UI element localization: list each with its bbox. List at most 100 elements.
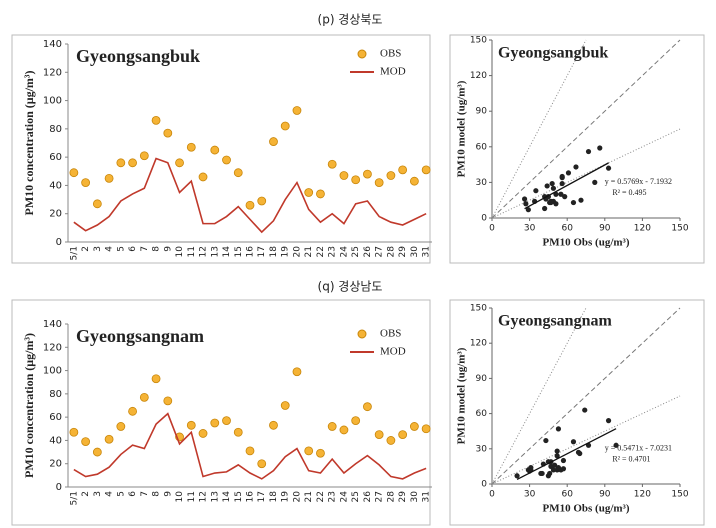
- obs-marker: [304, 446, 314, 456]
- scatter-point: [559, 180, 565, 187]
- x-tick-label: 120: [634, 490, 651, 500]
- scatter-point: [552, 462, 558, 468]
- y-tick-label: 90: [476, 374, 488, 384]
- x-tick-label: 22: [316, 246, 326, 257]
- scatter-point: [539, 470, 545, 477]
- scatter-point: [573, 164, 579, 170]
- panel-frame: [11, 299, 431, 526]
- obs-marker: [175, 158, 184, 168]
- x-tick-label: 31: [422, 491, 432, 502]
- obs-marker: [81, 178, 91, 188]
- chart-title: Gyeongsangbuk: [498, 45, 608, 62]
- x-tick-label: 7: [140, 246, 150, 252]
- panel-caption: (q) 경상남도: [318, 280, 383, 294]
- obs-marker: [374, 178, 384, 188]
- legend-label: MOD: [380, 346, 406, 358]
- y-tick-label: 100: [43, 366, 62, 377]
- x-tick-label: 30: [410, 246, 420, 258]
- scatter-point: [542, 205, 548, 212]
- x-tick-label: 19: [281, 246, 291, 258]
- scatter-point: [558, 191, 564, 197]
- x-tick-label: 28: [386, 491, 396, 503]
- obs-marker: [257, 196, 267, 206]
- scatter-point: [575, 449, 582, 455]
- x-axis-label: PM10 Obs (ug/m³): [542, 237, 629, 249]
- x-tick-label: 12: [199, 491, 209, 502]
- obs-marker: [269, 420, 278, 430]
- x-tick-label: 22: [316, 491, 326, 502]
- panel-frame: [449, 34, 705, 264]
- x-tick-label: 90: [599, 490, 611, 500]
- x-tick-label: 29: [398, 491, 408, 503]
- scatter-point: [525, 467, 531, 473]
- x-tick-label: 31: [422, 246, 432, 257]
- x-tick-label: 21: [304, 246, 314, 257]
- obs-marker: [363, 169, 372, 179]
- x-tick-label: 24: [339, 246, 349, 258]
- obs-marker: [116, 422, 126, 431]
- x-tick-label: 18: [269, 491, 279, 503]
- model-line: [73, 157, 427, 234]
- y-tick-label: 20: [49, 209, 62, 220]
- y-tick-label: 90: [476, 107, 488, 117]
- x-tick-label: 21: [304, 491, 314, 502]
- x-tick-label: 2: [81, 491, 91, 497]
- obs-marker: [269, 137, 278, 146]
- fit-equation: y = 0.5471x - 7.0231: [605, 444, 672, 453]
- scatter-point: [565, 170, 572, 176]
- y-tick-label: 0: [481, 480, 487, 490]
- obs-marker: [386, 171, 396, 180]
- x-tick-label: 9: [163, 491, 173, 497]
- scatter-point: [605, 165, 612, 171]
- x-tick-label: 26: [363, 491, 373, 503]
- obs-marker: [222, 155, 231, 165]
- scatter-point: [523, 201, 529, 207]
- x-tick-label: 3: [93, 491, 103, 497]
- scatter-point: [525, 207, 531, 213]
- x-tick-label: 12: [199, 246, 209, 257]
- obs-marker: [398, 165, 408, 175]
- scatter-point: [554, 467, 560, 473]
- x-tick-label: 6: [128, 491, 138, 497]
- x-tick-label: 150: [671, 224, 688, 234]
- obs-marker: [104, 434, 114, 444]
- obs-marker: [198, 429, 208, 438]
- chart-title: Gyeongsangbuk: [76, 46, 200, 66]
- two-to-one-line: [491, 307, 587, 485]
- scatter-point: [545, 473, 552, 479]
- x-tick-label: 29: [398, 246, 408, 258]
- obs-marker: [374, 430, 384, 440]
- obs-marker: [257, 459, 267, 469]
- fit-line: [524, 162, 609, 210]
- scatter-point: [548, 198, 554, 204]
- obs-marker: [327, 422, 337, 431]
- y-axis-label: PM10 concentration (μg/m³): [22, 70, 36, 215]
- y-tick-label: 140: [43, 319, 62, 330]
- scatter-point: [521, 196, 528, 202]
- x-tick-label: 0: [489, 224, 495, 234]
- legend-label: OBS: [380, 48, 401, 60]
- x-tick-label: 19: [281, 491, 291, 503]
- scatter-point: [582, 407, 588, 413]
- obs-marker: [339, 425, 349, 435]
- x-tick-label: 7: [140, 491, 150, 497]
- x-tick-label: 120: [634, 224, 651, 234]
- chart-title: Gyeongsangnam: [498, 313, 612, 330]
- y-tick-label: 0: [56, 237, 62, 248]
- obs-marker: [280, 121, 290, 131]
- legend-marker: [357, 329, 367, 339]
- scatter-point: [550, 185, 557, 191]
- y-tick-label: 0: [56, 482, 62, 493]
- two-to-one-line: [491, 39, 587, 219]
- scatter-point: [562, 194, 568, 200]
- x-tick-label: 8: [152, 246, 162, 252]
- scatter-point: [549, 180, 555, 187]
- y-tick-label: 80: [49, 389, 62, 400]
- y-axis-label: PM10 model (ug/m³): [456, 347, 468, 444]
- obs-marker: [351, 175, 361, 185]
- x-tick-label: 25: [351, 491, 361, 502]
- y-tick-label: 120: [43, 67, 62, 78]
- one-to-two-line: [491, 128, 681, 219]
- obs-marker: [92, 199, 102, 209]
- obs-marker: [245, 200, 255, 210]
